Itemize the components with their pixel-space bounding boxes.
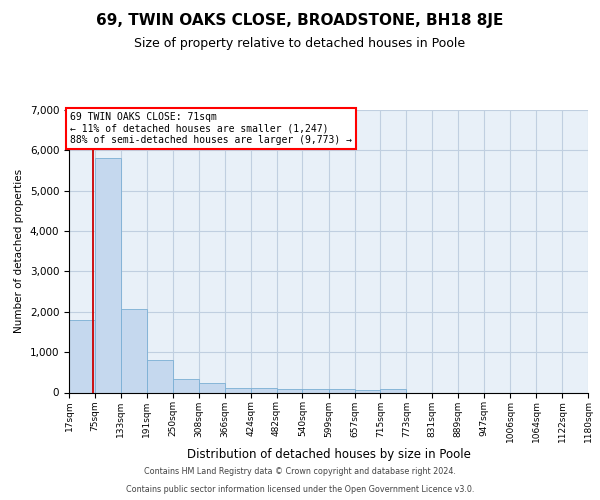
Bar	[277, 390, 302, 392]
Y-axis label: Number of detached properties: Number of detached properties	[14, 169, 24, 334]
X-axis label: Distribution of detached houses by size in Poole: Distribution of detached houses by size …	[187, 448, 470, 461]
Bar	[121, 308, 146, 392]
Bar	[225, 388, 251, 392]
Text: 69 TWIN OAKS CLOSE: 71sqm
← 11% of detached houses are smaller (1,247)
88% of se: 69 TWIN OAKS CLOSE: 71sqm ← 11% of detac…	[70, 112, 352, 145]
Text: 69, TWIN OAKS CLOSE, BROADSTONE, BH18 8JE: 69, TWIN OAKS CLOSE, BROADSTONE, BH18 8J…	[97, 12, 503, 28]
Bar	[146, 360, 173, 392]
Text: Contains public sector information licensed under the Open Government Licence v3: Contains public sector information licen…	[126, 485, 474, 494]
Text: Contains HM Land Registry data © Crown copyright and database right 2024.: Contains HM Land Registry data © Crown c…	[144, 467, 456, 476]
Bar	[173, 379, 199, 392]
Bar	[251, 388, 277, 392]
Bar	[95, 158, 121, 392]
Bar	[302, 390, 329, 392]
Bar	[355, 390, 380, 392]
Bar	[199, 383, 225, 392]
Bar	[69, 320, 95, 392]
Bar	[329, 390, 355, 392]
Bar	[380, 390, 406, 392]
Text: Size of property relative to detached houses in Poole: Size of property relative to detached ho…	[134, 38, 466, 51]
